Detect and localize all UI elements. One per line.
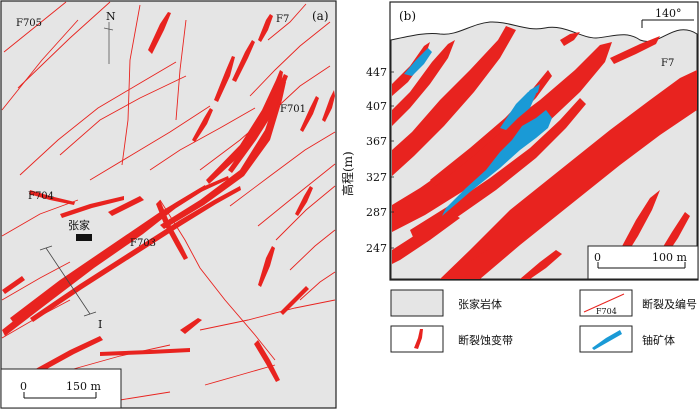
legend-fault-symbol: F704 (596, 307, 617, 316)
legend-fault-line (583, 293, 625, 313)
panel-a-frame (0, 0, 337, 409)
town-marker (76, 234, 92, 241)
panel-b-ore-bodies (404, 48, 552, 216)
y-axis-label: 高程(m) (340, 151, 355, 196)
legend-alteration-label: 断裂蚀变带 (458, 333, 513, 347)
scale-a-zero: 0 (20, 380, 27, 393)
legend: 张家岩体 F704 断裂及编号 断裂蚀变带 铀矿体 (390, 289, 697, 353)
y-tick-407: 407 (366, 100, 387, 113)
legend-rock-label: 张家岩体 (458, 297, 502, 311)
panel-a-scale: 0 150 m (0, 368, 122, 409)
azimuth-indicator: 140° (641, 7, 694, 28)
panel-b-label: (b) (399, 9, 416, 23)
town-label: 张家 (68, 218, 90, 232)
scale-b-zero: 0 (594, 251, 601, 264)
panel-b-fault-label: F7 (661, 58, 674, 69)
legend-ore-shape (592, 330, 622, 350)
y-tick-247: 247 (366, 242, 387, 255)
panel-b-y-axis (390, 71, 394, 249)
panel-b-scale: 0 100 m (587, 245, 699, 280)
y-tick-327: 327 (366, 171, 387, 184)
panel-a-label: (a) (312, 9, 329, 23)
y-tick-287: 287 (366, 206, 387, 219)
fault-label-f703: F703 (130, 238, 156, 249)
scale-a-length: 150 m (66, 380, 101, 393)
panel-a-map: N 张家 I F705 F7 F701 F704 F703 (a) 0 150 … (0, 0, 337, 409)
legend-ore-label: 铀矿体 (642, 333, 675, 347)
azimuth-label: 140° (655, 7, 682, 20)
panel-b-section: 140° (b) F7 447 407 367 327 287 247 高程(m… (340, 1, 699, 281)
legend-fault-label: 断裂及编号 (642, 297, 697, 311)
fault-label-f7: F7 (276, 14, 289, 25)
fault-label-f701: F701 (280, 104, 306, 115)
section-line (39, 245, 97, 317)
y-tick-367: 367 (366, 135, 387, 148)
scale-b-length: 100 m (652, 251, 687, 264)
fault-label-f705: F705 (16, 18, 42, 29)
north-label: N (106, 10, 116, 23)
y-tick-447: 447 (366, 66, 387, 79)
legend-rock-swatch (390, 289, 444, 317)
legend-alteration-shape (414, 329, 423, 349)
fault-label-f704: F704 (28, 191, 54, 202)
section-label: I (98, 318, 102, 331)
panel-b-alteration-zones (392, 26, 697, 279)
north-arrow: N (103, 10, 116, 64)
panel-a-thick-faults (2, 12, 335, 382)
